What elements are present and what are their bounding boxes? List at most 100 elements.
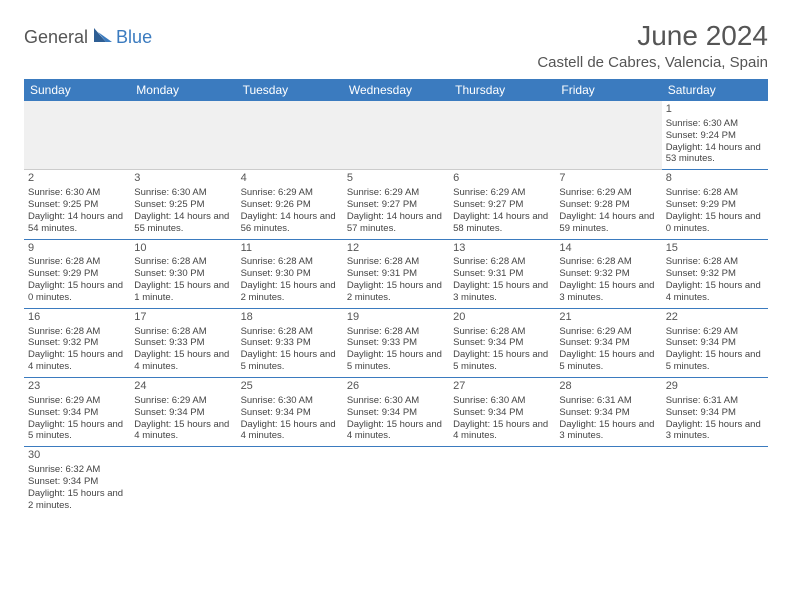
calendar-cell: 7Sunrise: 6:29 AMSunset: 9:28 PMDaylight… (555, 170, 661, 239)
daylight-line: Daylight: 15 hours and 4 minutes. (134, 419, 232, 443)
calendar-cell: 29Sunrise: 6:31 AMSunset: 9:34 PMDayligh… (662, 378, 768, 447)
weekday-header: Monday (130, 79, 236, 101)
daylight-line: Daylight: 15 hours and 5 minutes. (28, 419, 126, 443)
sunset-line: Sunset: 9:29 PM (28, 268, 126, 280)
daylight-line: Daylight: 15 hours and 3 minutes. (453, 280, 551, 304)
calendar-cell: 23Sunrise: 6:29 AMSunset: 9:34 PMDayligh… (24, 378, 130, 447)
sunset-line: Sunset: 9:31 PM (453, 268, 551, 280)
calendar-cell (237, 447, 343, 516)
day-number: 23 (28, 380, 126, 394)
daylight-line: Daylight: 15 hours and 1 minute. (134, 280, 232, 304)
logo-sail-icon (92, 26, 114, 49)
day-number: 20 (453, 311, 551, 325)
sunrise-line: Sunrise: 6:28 AM (666, 256, 764, 268)
sunrise-line: Sunrise: 6:28 AM (241, 326, 339, 338)
weekday-header: Tuesday (237, 79, 343, 101)
daylight-line: Daylight: 15 hours and 5 minutes. (666, 349, 764, 373)
sunrise-line: Sunrise: 6:30 AM (241, 395, 339, 407)
sunrise-line: Sunrise: 6:28 AM (453, 326, 551, 338)
day-number: 16 (28, 311, 126, 325)
sunrise-line: Sunrise: 6:29 AM (559, 187, 657, 199)
sunset-line: Sunset: 9:33 PM (347, 337, 445, 349)
daylight-line: Daylight: 15 hours and 0 minutes. (666, 211, 764, 235)
day-number: 13 (453, 242, 551, 256)
daylight-line: Daylight: 15 hours and 4 minutes. (453, 419, 551, 443)
sunrise-line: Sunrise: 6:32 AM (28, 464, 126, 476)
sunrise-line: Sunrise: 6:29 AM (453, 187, 551, 199)
weekday-header: Thursday (449, 79, 555, 101)
day-number: 1 (666, 103, 764, 117)
calendar-cell: 21Sunrise: 6:29 AMSunset: 9:34 PMDayligh… (555, 308, 661, 377)
calendar-cell: 8Sunrise: 6:28 AMSunset: 9:29 PMDaylight… (662, 170, 768, 239)
sunset-line: Sunset: 9:25 PM (134, 199, 232, 211)
sunset-line: Sunset: 9:34 PM (666, 407, 764, 419)
sunrise-line: Sunrise: 6:29 AM (134, 395, 232, 407)
sunrise-line: Sunrise: 6:29 AM (347, 187, 445, 199)
daylight-line: Daylight: 14 hours and 53 minutes. (666, 142, 764, 166)
sunrise-line: Sunrise: 6:28 AM (347, 256, 445, 268)
calendar-week-row: 23Sunrise: 6:29 AMSunset: 9:34 PMDayligh… (24, 378, 768, 447)
daylight-line: Daylight: 14 hours and 57 minutes. (347, 211, 445, 235)
sunrise-line: Sunrise: 6:31 AM (666, 395, 764, 407)
calendar-cell (130, 101, 236, 170)
weekday-header: Saturday (662, 79, 768, 101)
day-number: 26 (347, 380, 445, 394)
daylight-line: Daylight: 15 hours and 3 minutes. (559, 280, 657, 304)
sunset-line: Sunset: 9:30 PM (241, 268, 339, 280)
daylight-line: Daylight: 15 hours and 3 minutes. (666, 419, 764, 443)
sunrise-line: Sunrise: 6:29 AM (559, 326, 657, 338)
sunrise-line: Sunrise: 6:29 AM (28, 395, 126, 407)
day-number: 30 (28, 449, 126, 463)
day-number: 28 (559, 380, 657, 394)
sunrise-line: Sunrise: 6:30 AM (28, 187, 126, 199)
daylight-line: Daylight: 15 hours and 5 minutes. (347, 349, 445, 373)
day-number: 21 (559, 311, 657, 325)
calendar-week-row: 9Sunrise: 6:28 AMSunset: 9:29 PMDaylight… (24, 239, 768, 308)
calendar-cell: 30Sunrise: 6:32 AMSunset: 9:34 PMDayligh… (24, 447, 130, 516)
daylight-line: Daylight: 14 hours and 56 minutes. (241, 211, 339, 235)
weekday-header: Friday (555, 79, 661, 101)
daylight-line: Daylight: 14 hours and 55 minutes. (134, 211, 232, 235)
sunrise-line: Sunrise: 6:29 AM (241, 187, 339, 199)
daylight-line: Daylight: 14 hours and 54 minutes. (28, 211, 126, 235)
sunset-line: Sunset: 9:30 PM (134, 268, 232, 280)
daylight-line: Daylight: 15 hours and 3 minutes. (559, 419, 657, 443)
daylight-line: Daylight: 15 hours and 2 minutes. (28, 488, 126, 512)
day-number: 17 (134, 311, 232, 325)
day-number: 6 (453, 172, 551, 186)
day-number: 27 (453, 380, 551, 394)
calendar-cell (555, 447, 661, 516)
day-number: 3 (134, 172, 232, 186)
sunset-line: Sunset: 9:32 PM (666, 268, 764, 280)
calendar-cell: 24Sunrise: 6:29 AMSunset: 9:34 PMDayligh… (130, 378, 236, 447)
weekday-header: Sunday (24, 79, 130, 101)
calendar-cell: 16Sunrise: 6:28 AMSunset: 9:32 PMDayligh… (24, 308, 130, 377)
daylight-line: Daylight: 15 hours and 4 minutes. (666, 280, 764, 304)
sunrise-line: Sunrise: 6:31 AM (559, 395, 657, 407)
sunrise-line: Sunrise: 6:28 AM (453, 256, 551, 268)
day-number: 25 (241, 380, 339, 394)
daylight-line: Daylight: 14 hours and 58 minutes. (453, 211, 551, 235)
calendar-cell (343, 101, 449, 170)
calendar-cell: 2Sunrise: 6:30 AMSunset: 9:25 PMDaylight… (24, 170, 130, 239)
sunset-line: Sunset: 9:31 PM (347, 268, 445, 280)
daylight-line: Daylight: 15 hours and 5 minutes. (559, 349, 657, 373)
calendar-cell (130, 447, 236, 516)
sunset-line: Sunset: 9:34 PM (28, 407, 126, 419)
sunset-line: Sunset: 9:34 PM (134, 407, 232, 419)
sunrise-line: Sunrise: 6:30 AM (347, 395, 445, 407)
sunset-line: Sunset: 9:33 PM (241, 337, 339, 349)
calendar-cell: 17Sunrise: 6:28 AMSunset: 9:33 PMDayligh… (130, 308, 236, 377)
daylight-line: Daylight: 15 hours and 4 minutes. (347, 419, 445, 443)
calendar-cell: 26Sunrise: 6:30 AMSunset: 9:34 PMDayligh… (343, 378, 449, 447)
day-number: 29 (666, 380, 764, 394)
daylight-line: Daylight: 15 hours and 0 minutes. (28, 280, 126, 304)
title-block: June 2024 Castell de Cabres, Valencia, S… (537, 20, 768, 71)
sunrise-line: Sunrise: 6:28 AM (28, 256, 126, 268)
sunrise-line: Sunrise: 6:30 AM (134, 187, 232, 199)
sunset-line: Sunset: 9:26 PM (241, 199, 339, 211)
calendar-week-row: 30Sunrise: 6:32 AMSunset: 9:34 PMDayligh… (24, 447, 768, 516)
calendar-cell: 19Sunrise: 6:28 AMSunset: 9:33 PMDayligh… (343, 308, 449, 377)
calendar-cell: 12Sunrise: 6:28 AMSunset: 9:31 PMDayligh… (343, 239, 449, 308)
calendar-cell (24, 101, 130, 170)
